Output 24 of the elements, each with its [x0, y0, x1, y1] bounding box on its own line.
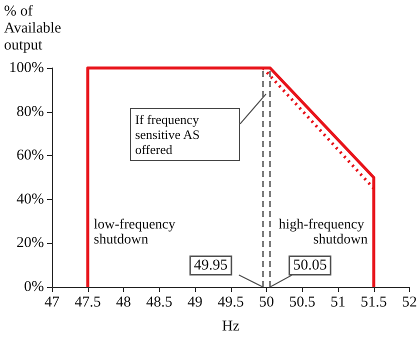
x-tick-label: 51.5	[360, 294, 387, 310]
x-tick-label: 52	[402, 294, 417, 310]
ref-line-label: 50.05	[293, 258, 327, 274]
x-tick-label: 49.5	[218, 294, 244, 310]
y-tick-label: 0%	[24, 279, 44, 295]
y-axis-title: % of Available output	[4, 4, 65, 54]
y-tick-label: 100%	[9, 60, 44, 76]
annotation: high-frequency shutdown	[278, 217, 368, 248]
y-tick-label: 40%	[16, 191, 44, 208]
ref-line-label: 49.95	[194, 258, 228, 274]
x-tick-label: 50	[259, 294, 274, 310]
x-tick-label: 48	[116, 294, 131, 310]
x-tick-label: 47.5	[74, 294, 101, 310]
annotation: If frequency sensitive AS offered	[130, 108, 240, 161]
y-tick-label: 80%	[16, 104, 44, 120]
x-tick-label: 47	[44, 294, 60, 310]
x-tick-label: 49	[188, 294, 202, 310]
x-tick-label: 48.5	[146, 294, 172, 310]
y-tick-label: 60%	[16, 148, 44, 164]
x-tick-label: 50.5	[289, 294, 316, 310]
x-tick-label: 51	[330, 294, 346, 310]
annotation: low-frequency shutdown	[94, 217, 179, 248]
y-tick-label: 20%	[16, 235, 44, 252]
x-axis-title: Hz	[222, 318, 240, 334]
